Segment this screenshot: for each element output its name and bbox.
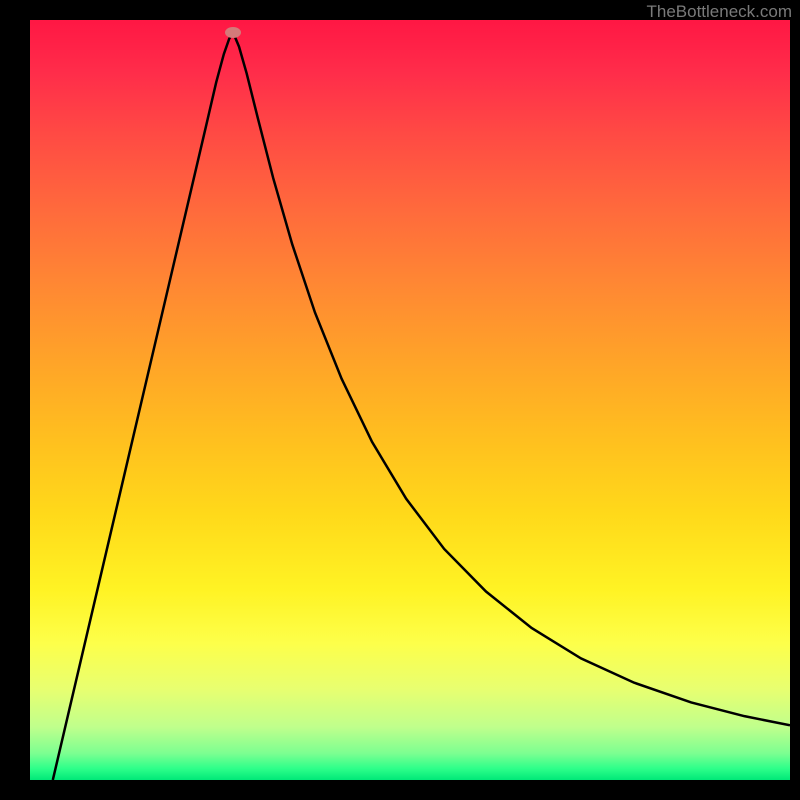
plot-area [30,20,790,780]
curve-svg [30,20,790,780]
v-curve [53,32,790,780]
optimal-point-marker [225,27,241,38]
watermark-text: TheBottleneck.com [646,2,792,22]
